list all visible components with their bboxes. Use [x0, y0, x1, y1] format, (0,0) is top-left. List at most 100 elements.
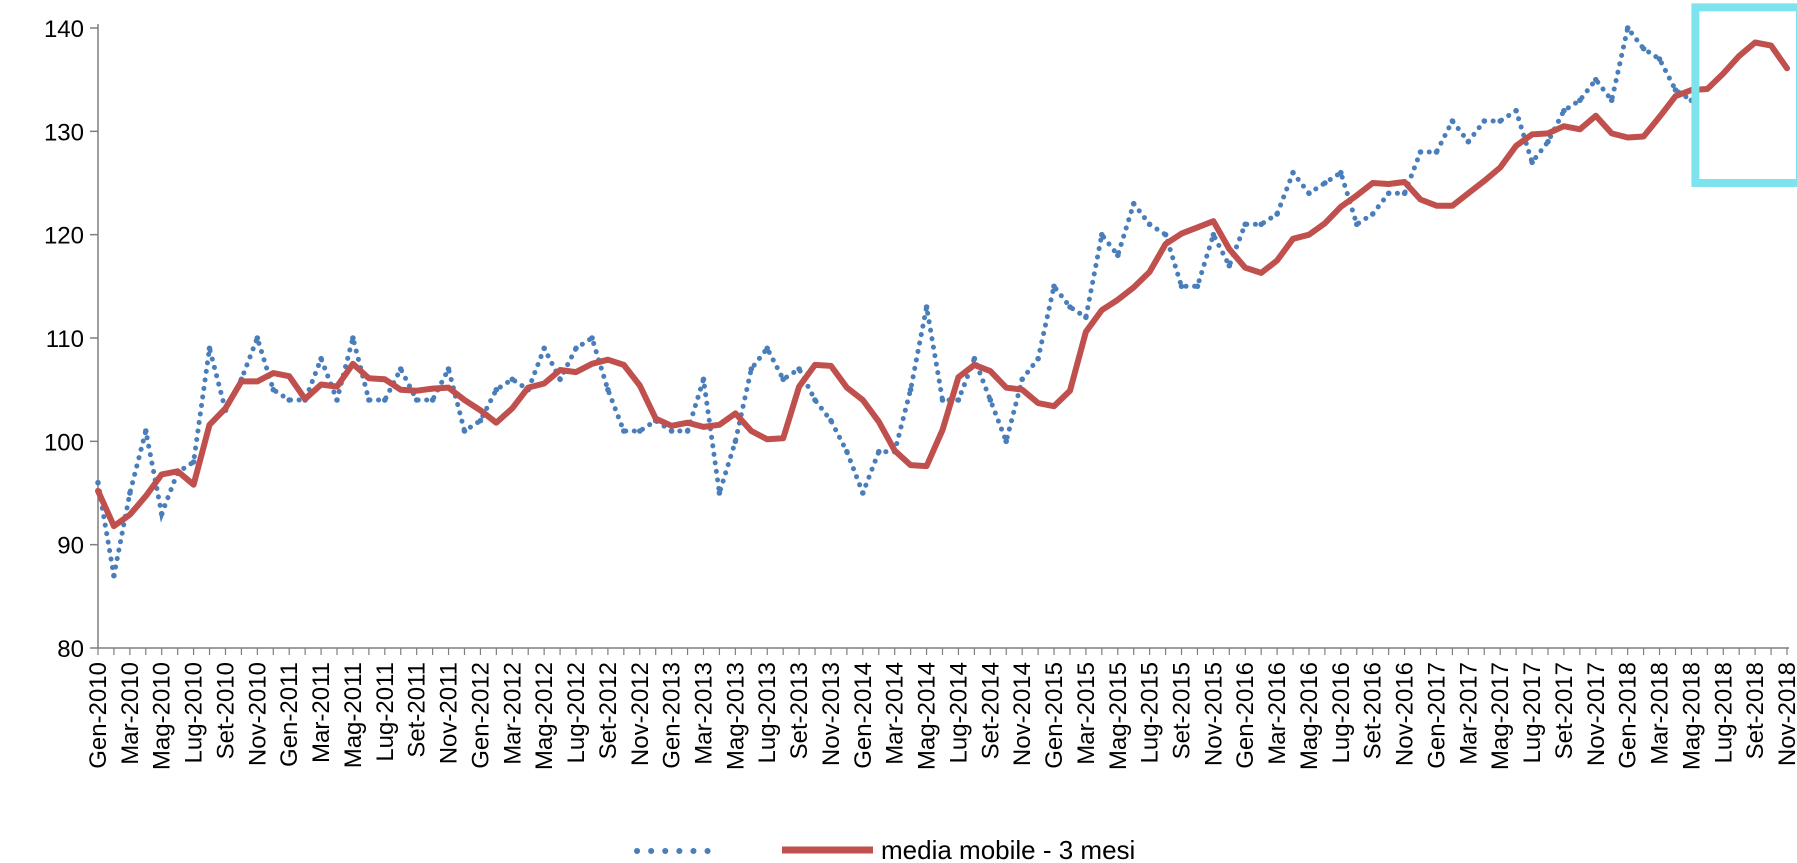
data-point-dotted — [1577, 97, 1583, 104]
data-point-dotted — [971, 355, 978, 362]
data-point-dotted — [1529, 159, 1535, 166]
x-tick-label: Set-2014 — [977, 662, 1004, 759]
x-tick-label: Gen-2014 — [850, 662, 877, 769]
data-point-dotted — [621, 428, 627, 434]
x-tick-label: Mag-2011 — [340, 662, 367, 768]
data-point-dotted — [1640, 45, 1647, 52]
data-point-dotted — [429, 397, 436, 403]
x-tick-label: Nov-2012 — [627, 662, 654, 766]
y-tick-label: 140 — [44, 16, 84, 43]
x-tick-label: Mar-2018 — [1647, 662, 1674, 765]
x-tick-label: Nov-2010 — [244, 662, 271, 766]
data-point-dotted — [716, 490, 723, 496]
x-tick-label: Lug-2012 — [563, 662, 590, 763]
x-tick-label: Nov-2013 — [818, 662, 845, 766]
x-tick-label: Lug-2016 — [1328, 662, 1355, 763]
x-tick-label: Gen-2017 — [1423, 662, 1450, 769]
data-point-dotted — [509, 376, 516, 383]
data-point-dotted — [605, 386, 611, 393]
x-tick-label: Mar-2014 — [882, 662, 909, 765]
data-point-dotted — [334, 397, 340, 403]
data-point-dotted — [413, 397, 420, 403]
data-point-dotted — [1369, 211, 1376, 217]
data-point-dotted — [1401, 190, 1408, 197]
data-point-dotted — [1226, 262, 1233, 269]
x-tick-label: Mag-2012 — [531, 662, 558, 770]
x-tick-label: Set-2015 — [1169, 662, 1196, 759]
data-point-dotted — [190, 459, 197, 465]
data-point-dotted — [143, 428, 149, 434]
x-tick-label: Set-2018 — [1742, 662, 1769, 759]
data-point-dotted — [1290, 169, 1296, 176]
data-point-dotted — [1608, 97, 1615, 104]
data-point-dotted — [127, 490, 133, 496]
data-point-dotted — [318, 355, 324, 362]
data-point-dotted — [111, 572, 117, 579]
data-point-dotted — [1003, 438, 1009, 445]
x-tick-label: Set-2017 — [1551, 662, 1578, 759]
data-point-dotted — [1449, 118, 1456, 124]
data-point-dotted — [461, 428, 468, 434]
data-point-dotted — [1306, 190, 1312, 197]
x-tick-label: Mar-2013 — [690, 662, 717, 765]
highlight-rectangle — [1691, 3, 1797, 188]
data-point-dotted — [1178, 283, 1185, 290]
data-point-dotted — [1162, 231, 1169, 238]
x-tick-label: Mag-2017 — [1487, 662, 1514, 770]
x-tick-label: Lug-2015 — [1137, 662, 1164, 763]
x-axis: Gen-2010 Mar-2010 Mag-2010 Lug-2010 Set-2010… — [85, 647, 1797, 770]
data-point-dotted — [589, 335, 595, 341]
data-point-dotted — [939, 397, 946, 403]
x-tick-label: Mag-2013 — [722, 662, 749, 770]
data-point-dotted — [1593, 76, 1599, 83]
data-point-dotted — [1672, 87, 1679, 93]
legend: media mobile - 3 mesi — [634, 835, 1135, 863]
x-tick-label: Gen-2011 — [276, 662, 303, 767]
data-point-dotted — [748, 366, 755, 372]
data-point-dotted — [254, 335, 261, 341]
data-point-dotted — [860, 490, 866, 496]
data-point-dotted — [270, 386, 277, 393]
data-point-dotted — [1067, 304, 1073, 310]
data-point-dotted — [844, 448, 850, 455]
y-tick-label: 80 — [57, 636, 84, 663]
x-tick-label: Set-2012 — [595, 662, 622, 759]
x-tick-label: Nov-2014 — [1009, 662, 1036, 766]
data-point-dotted — [1035, 355, 1041, 362]
x-tick-label: Set-2016 — [1360, 662, 1387, 759]
data-point-dotted — [95, 479, 101, 486]
data-point-dotted — [1338, 169, 1344, 176]
data-point-dotted — [350, 335, 356, 341]
x-tick-label: Mag-2015 — [1105, 662, 1132, 770]
data-point-dotted — [907, 386, 914, 393]
data-point-dotted — [541, 345, 547, 352]
data-point-dotted — [1656, 56, 1663, 62]
y-tick-label: 100 — [44, 429, 84, 456]
data-point-dotted — [1354, 221, 1360, 228]
data-point-dotted — [1019, 376, 1025, 383]
data-point-dotted — [158, 510, 165, 517]
x-tick-label: Nov-2015 — [1200, 662, 1227, 766]
y-tick-label: 130 — [44, 119, 84, 146]
data-point-dotted — [1210, 231, 1217, 238]
x-tick-label: Mag-2014 — [914, 662, 941, 770]
x-tick-label: Gen-2013 — [659, 662, 686, 769]
data-point-dotted — [1258, 221, 1264, 228]
data-point-dotted — [1051, 283, 1057, 290]
data-point-dotted — [796, 366, 802, 372]
data-point-dotted — [573, 345, 579, 352]
data-point-dotted — [876, 448, 882, 455]
data-point-dotted — [684, 428, 691, 434]
data-point-dotted — [1083, 314, 1089, 321]
data-point-dotted — [1194, 283, 1201, 290]
series-layer — [95, 22, 1790, 579]
data-point-dotted — [828, 417, 834, 424]
x-tick-label: Nov-2017 — [1583, 662, 1610, 766]
x-tick-label: Mar-2011 — [308, 662, 335, 763]
x-tick-label: Gen-2018 — [1615, 662, 1642, 769]
data-point-dotted — [1465, 138, 1472, 145]
x-tick-label: Mag-2016 — [1296, 662, 1323, 770]
x-tick-label: Gen-2015 — [1041, 662, 1068, 769]
data-point-dotted — [668, 428, 675, 434]
